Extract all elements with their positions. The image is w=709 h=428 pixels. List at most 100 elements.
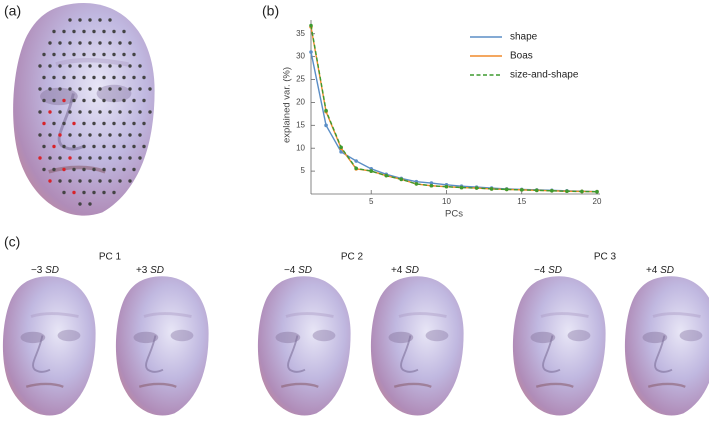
sd-unit: SD xyxy=(660,265,674,276)
landmark-dot xyxy=(78,110,82,114)
sd-label: −3 SD xyxy=(31,265,59,276)
data-point xyxy=(414,182,419,186)
landmark-dot xyxy=(102,121,106,126)
sd-amount: −3 xyxy=(31,265,43,276)
data-point xyxy=(504,187,509,192)
landmark-dot xyxy=(112,144,116,149)
landmark-dot xyxy=(108,133,112,137)
landmark-dot xyxy=(92,167,96,172)
face-image xyxy=(13,3,154,216)
sd-amount: −4 xyxy=(534,265,546,276)
landmark-dot xyxy=(62,52,66,57)
data-point xyxy=(429,181,434,185)
landmark-dot xyxy=(132,75,136,80)
landmark-dot xyxy=(98,133,102,137)
landmark-dot xyxy=(92,75,96,80)
data-point xyxy=(324,123,328,128)
landmark-dot xyxy=(122,144,126,149)
data-point xyxy=(339,150,343,154)
landmark-dot xyxy=(72,98,76,103)
landmark-dot xyxy=(72,75,76,80)
landmark-dot xyxy=(138,87,142,91)
landmark-dot xyxy=(88,156,92,160)
landmark-dot xyxy=(118,64,122,68)
sd-unit: SD xyxy=(45,265,59,276)
landmarks xyxy=(38,18,152,206)
sd-unit: SD xyxy=(150,265,164,276)
landmark-dot xyxy=(82,98,86,103)
landmark-dot xyxy=(132,98,136,103)
landmark-dot xyxy=(78,179,82,183)
landmark-dot xyxy=(118,133,122,137)
landmark-dot xyxy=(62,167,66,172)
face-image xyxy=(256,274,353,417)
landmark-dot xyxy=(78,202,82,206)
landmark-dot xyxy=(148,110,152,114)
data-point xyxy=(354,166,358,171)
data-point xyxy=(474,186,479,190)
landmark-dot xyxy=(128,179,132,183)
landmark-dot xyxy=(82,121,86,126)
face-image xyxy=(1,274,98,417)
y-tick-label: 5 xyxy=(301,166,306,175)
landmark-dot xyxy=(118,87,122,91)
data-point xyxy=(369,169,374,173)
landmark-dot xyxy=(62,144,66,149)
landmark-dot xyxy=(62,190,66,195)
data-point xyxy=(580,189,584,194)
landmark-dot xyxy=(92,98,96,103)
y-axis-label: explained var. (%) xyxy=(282,67,293,143)
landmark-dot xyxy=(78,156,82,160)
face-image xyxy=(369,274,466,417)
sd-label: +4 SD xyxy=(391,265,419,276)
landmark-dot xyxy=(72,52,76,57)
sd-label: +3 SD xyxy=(136,265,164,276)
legend-label: Boas xyxy=(510,51,533,62)
landmark-dot xyxy=(68,18,72,22)
landmark-dot xyxy=(38,156,42,160)
data-point xyxy=(534,188,539,193)
landmark-dot xyxy=(72,167,76,172)
data-point xyxy=(444,184,449,189)
landmark-dot xyxy=(62,75,66,80)
x-tick-label: 5 xyxy=(369,197,374,206)
landmark-dot xyxy=(98,179,102,183)
landmark-dot xyxy=(52,29,56,34)
sd-label: −4 SD xyxy=(284,265,312,276)
landmark-dot xyxy=(132,167,136,172)
landmark-dot xyxy=(72,144,76,149)
landmark-dot xyxy=(88,202,92,206)
y-tick-label: 30 xyxy=(296,52,305,61)
landmark-dot xyxy=(82,167,86,172)
series-line xyxy=(310,26,598,193)
landmark-dot xyxy=(68,179,72,183)
landmark-dot xyxy=(52,52,56,57)
landmark-dot xyxy=(102,144,106,149)
landmark-dot xyxy=(68,133,72,137)
panel-label: (b) xyxy=(262,3,279,19)
data-point xyxy=(550,188,554,193)
landmark-dot xyxy=(62,121,66,126)
landmark-dot xyxy=(48,87,52,91)
landmark-dot xyxy=(98,18,102,22)
landmark-dot xyxy=(38,87,42,91)
landmark-dot xyxy=(88,87,92,91)
sd-unit: SD xyxy=(405,265,419,276)
landmark-dot xyxy=(122,98,126,103)
series-line xyxy=(310,25,598,193)
legend-label: shape xyxy=(510,32,538,43)
landmark-dot xyxy=(138,156,142,160)
landmark-dot xyxy=(108,156,112,160)
landmark-dot xyxy=(92,144,96,149)
panel-label: (c) xyxy=(4,234,20,250)
landmark-dot xyxy=(52,121,56,126)
landmark-dot xyxy=(42,52,46,57)
sd-unit: SD xyxy=(548,265,562,276)
data-point xyxy=(324,108,328,113)
landmark-dot xyxy=(122,75,126,80)
data-point xyxy=(309,50,313,54)
landmark-dot xyxy=(148,87,152,91)
data-point xyxy=(339,145,343,150)
landmark-dot xyxy=(68,41,72,45)
